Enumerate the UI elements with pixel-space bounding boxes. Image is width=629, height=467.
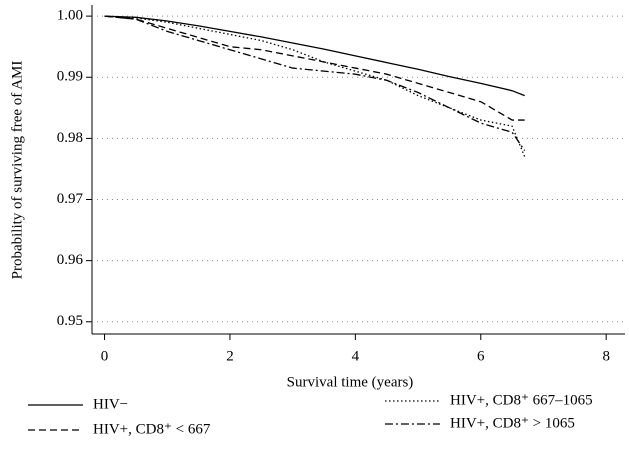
x-tick-label: 6 bbox=[477, 348, 485, 364]
legend-label: HIV+, CD8⁺ 667–1065 bbox=[450, 392, 593, 408]
y-tick-label: 0.96 bbox=[57, 252, 84, 268]
y-axis-label: Probability of surviving free of AMI bbox=[9, 61, 25, 280]
y-tick-label: 0.99 bbox=[57, 69, 83, 85]
y-tick-label: 0.97 bbox=[57, 191, 84, 207]
legend-label: HIV+, CD8⁺ < 667 bbox=[93, 421, 211, 437]
x-axis-label: Survival time (years) bbox=[287, 374, 414, 390]
survival-line bbox=[104, 15, 525, 97]
y-tick-label: 0.98 bbox=[57, 130, 83, 146]
x-tick-label: 2 bbox=[226, 348, 234, 364]
x-tick-label: 0 bbox=[101, 348, 109, 364]
x-tick-label: 4 bbox=[352, 348, 360, 364]
y-tick-label: 0.95 bbox=[57, 313, 83, 329]
legend-label: HIV− bbox=[93, 396, 128, 412]
x-tick-label: 8 bbox=[602, 348, 610, 364]
survival-line bbox=[104, 15, 526, 157]
y-tick-label: 1.00 bbox=[57, 8, 83, 24]
legend-label: HIV+, CD8⁺ > 1065 bbox=[450, 415, 575, 431]
survival-line bbox=[104, 15, 526, 151]
